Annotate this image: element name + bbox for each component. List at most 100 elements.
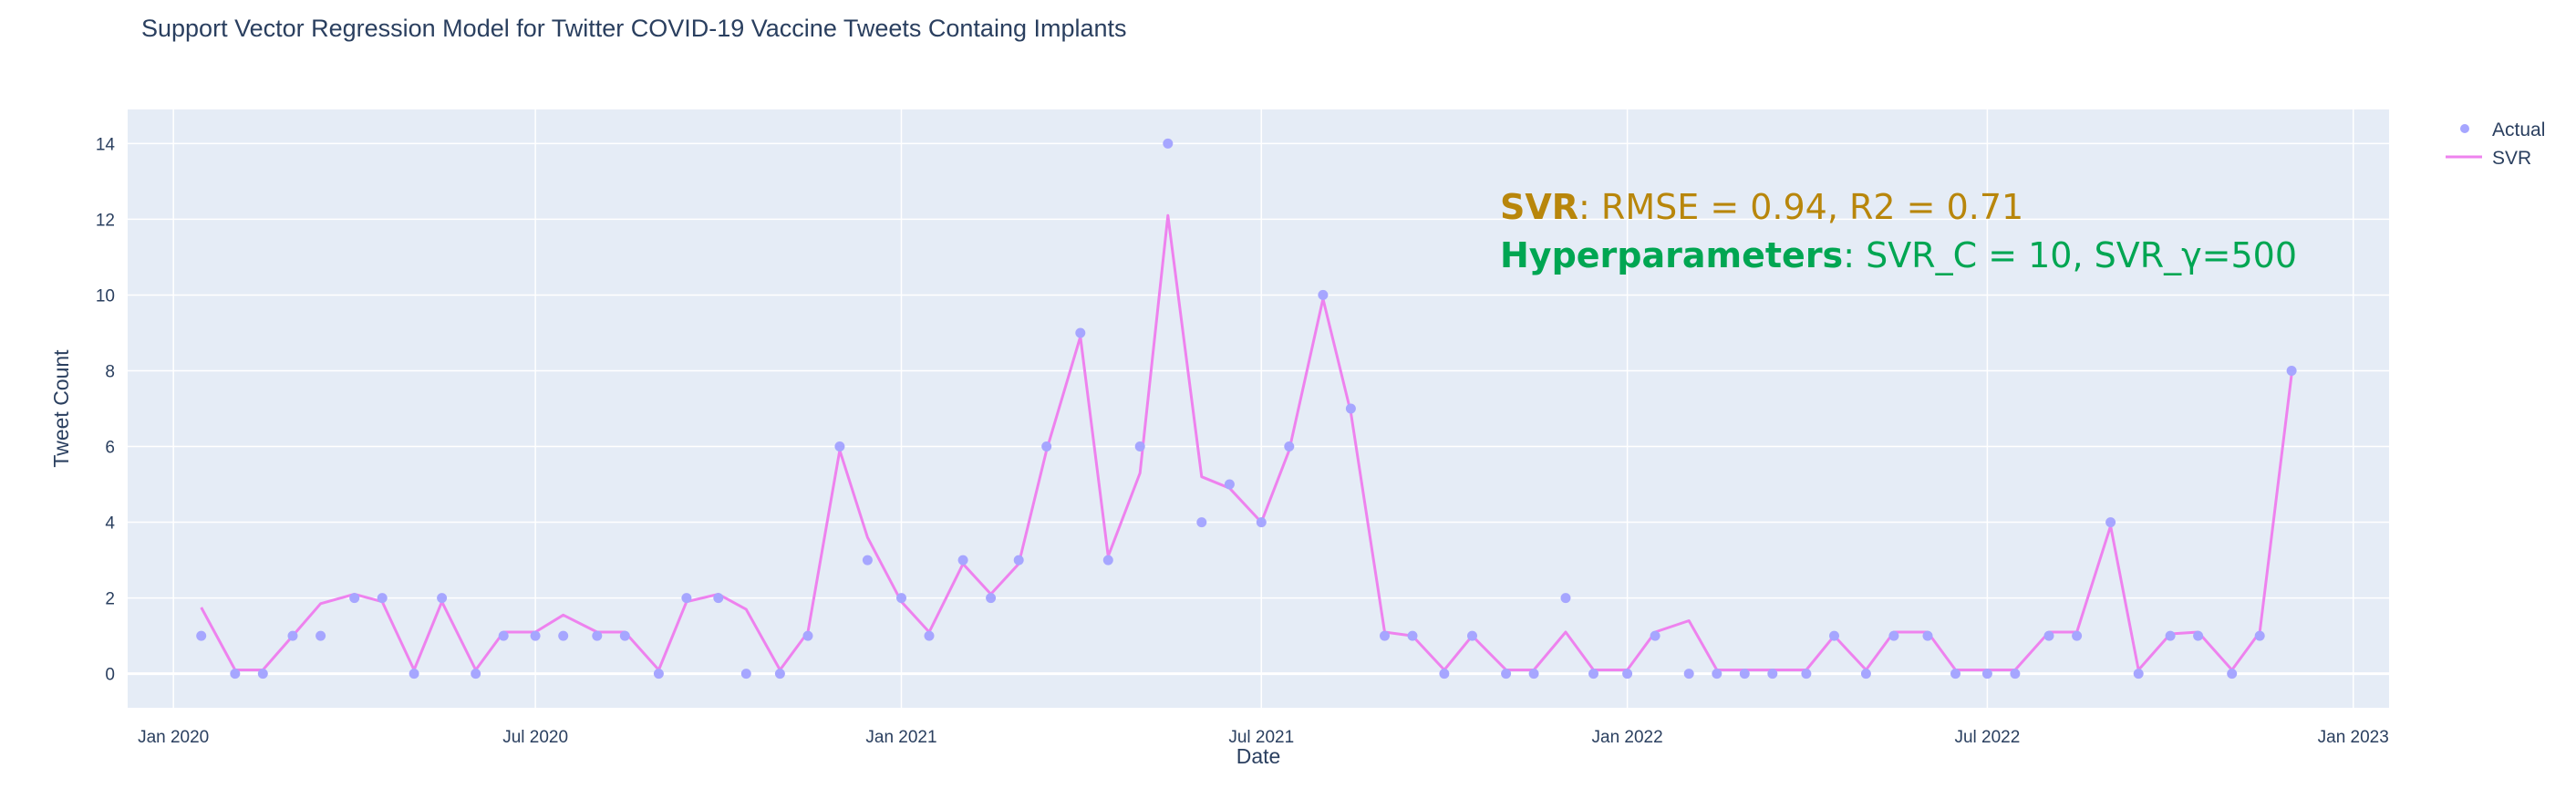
point-layer (196, 138, 2297, 680)
actual-data-point (2043, 630, 2054, 641)
x-tick-label: Jan 2021 (865, 728, 936, 747)
annotation-rest: : RMSE = 0.94, R2 = 0.71 (1578, 187, 2023, 227)
annotation-bold: Hyperparameters (1500, 235, 1843, 275)
line-layer (200, 213, 2293, 671)
actual-data-point (1013, 555, 1024, 566)
x-tick-label: Jul 2021 (1228, 728, 1294, 747)
y-tick-label: 0 (105, 666, 115, 685)
x-tick-label: Jan 2020 (138, 728, 209, 747)
actual-data-point (924, 630, 935, 641)
actual-data-point (498, 630, 509, 641)
actual-data-point (1224, 479, 1235, 490)
actual-data-point (1528, 669, 1539, 680)
actual-data-point (1622, 669, 1633, 680)
x-tick-label: Jul 2020 (502, 728, 568, 747)
actual-data-point (1650, 630, 1660, 641)
actual-data-point (349, 593, 360, 604)
plot-area (128, 109, 2389, 708)
actual-data-point (1888, 630, 1899, 641)
actual-data-point (1196, 517, 1207, 528)
actual-data-point (862, 555, 873, 566)
legend-label-svr: SVR (2492, 148, 2531, 169)
actual-data-point (1041, 441, 1052, 451)
actual-data-point (437, 593, 448, 604)
actual-data-point (1256, 517, 1267, 528)
legend-label-actual: Actual (2492, 119, 2545, 140)
actual-data-point (1318, 289, 1329, 300)
actual-data-point (1439, 669, 1450, 680)
actual-data-point (1467, 630, 1477, 641)
actual-data-point (1683, 669, 1694, 680)
actual-data-point (2254, 630, 2265, 641)
svr-series-line (200, 213, 2293, 671)
actual-data-point (713, 593, 724, 604)
actual-data-point (740, 669, 751, 680)
actual-data-point (774, 669, 785, 680)
actual-data-point (1801, 669, 1812, 680)
actual-data-point (2165, 630, 2176, 641)
actual-data-point (2010, 669, 2021, 680)
y-axis-label: Tweet Count (49, 349, 73, 468)
y-tick-label: 4 (105, 514, 115, 534)
actual-data-point (1501, 669, 1512, 680)
legend-item-actual[interactable]: Actual (2460, 119, 2545, 140)
actual-data-point (1950, 669, 1960, 680)
actual-data-point (653, 669, 664, 680)
x-tick-label: Jan 2023 (2318, 728, 2389, 747)
actual-data-point (1860, 669, 1871, 680)
actual-data-point (619, 630, 630, 641)
legend-item-svr[interactable]: SVR (2446, 148, 2531, 169)
y-tick-label: 2 (105, 590, 115, 609)
x-axis-label: Date (1236, 744, 1281, 768)
actual-data-point (1163, 138, 1174, 149)
actual-data-point (2286, 366, 2297, 376)
actual-data-point (1767, 669, 1778, 680)
y-tick-label: 6 (105, 439, 115, 458)
actual-data-point (1981, 669, 1992, 680)
actual-data-point (802, 630, 813, 641)
actual-data-point (986, 593, 997, 604)
actual-data-point (681, 593, 692, 604)
actual-data-point (896, 593, 906, 604)
annotation-rest: : SVR_C = 10, SVR_γ=500 (1843, 235, 2297, 275)
y-tick-label: 12 (96, 211, 115, 230)
legend[interactable]: Actual SVR (2446, 119, 2545, 169)
x-tick-label: Jul 2022 (1954, 728, 2020, 747)
y-tick-label: 10 (96, 286, 115, 306)
actual-data-point (257, 669, 268, 680)
actual-data-point (834, 441, 845, 451)
actual-data-point (1712, 669, 1723, 680)
legend-marker-actual (2460, 124, 2469, 133)
actual-data-point (2072, 630, 2083, 641)
actual-data-point (957, 555, 968, 566)
actual-data-point (1829, 630, 1839, 641)
y-tick-label: 14 (96, 135, 116, 154)
annotation-text: SVR: RMSE = 0.94, R2 = 0.71 (1500, 187, 2023, 227)
actual-data-point (196, 630, 207, 641)
actual-data-point (471, 669, 481, 680)
actual-data-point (2193, 630, 2204, 641)
actual-data-point (1345, 403, 1356, 414)
actual-data-point (1380, 630, 1390, 641)
actual-data-point (409, 669, 419, 680)
actual-data-point (377, 593, 388, 604)
actual-data-point (2133, 669, 2144, 680)
actual-data-point (1739, 669, 1750, 680)
actual-data-point (316, 630, 326, 641)
actual-data-point (1075, 327, 1086, 338)
actual-data-point (1102, 555, 1113, 566)
actual-data-point (1560, 593, 1571, 604)
actual-data-point (1407, 630, 1418, 641)
actual-data-point (230, 669, 241, 680)
actual-data-point (558, 630, 569, 641)
actual-data-point (1922, 630, 1933, 641)
actual-data-point (1284, 441, 1295, 451)
x-tick-label: Jan 2022 (1592, 728, 1663, 747)
actual-data-point (2105, 517, 2116, 528)
actual-data-point (1134, 441, 1145, 451)
annotation-text: Hyperparameters: SVR_C = 10, SVR_γ=500 (1500, 235, 2297, 275)
annotation-layer: SVR: RMSE = 0.94, R2 = 0.71 Hyperparamete… (1500, 187, 2297, 275)
y-tick-label: 8 (105, 362, 115, 381)
actual-data-point (287, 630, 298, 641)
